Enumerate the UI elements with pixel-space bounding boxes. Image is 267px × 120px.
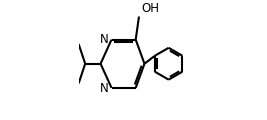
Text: OH: OH [141,2,159,15]
Text: N: N [100,33,109,45]
Text: N: N [100,82,109,95]
